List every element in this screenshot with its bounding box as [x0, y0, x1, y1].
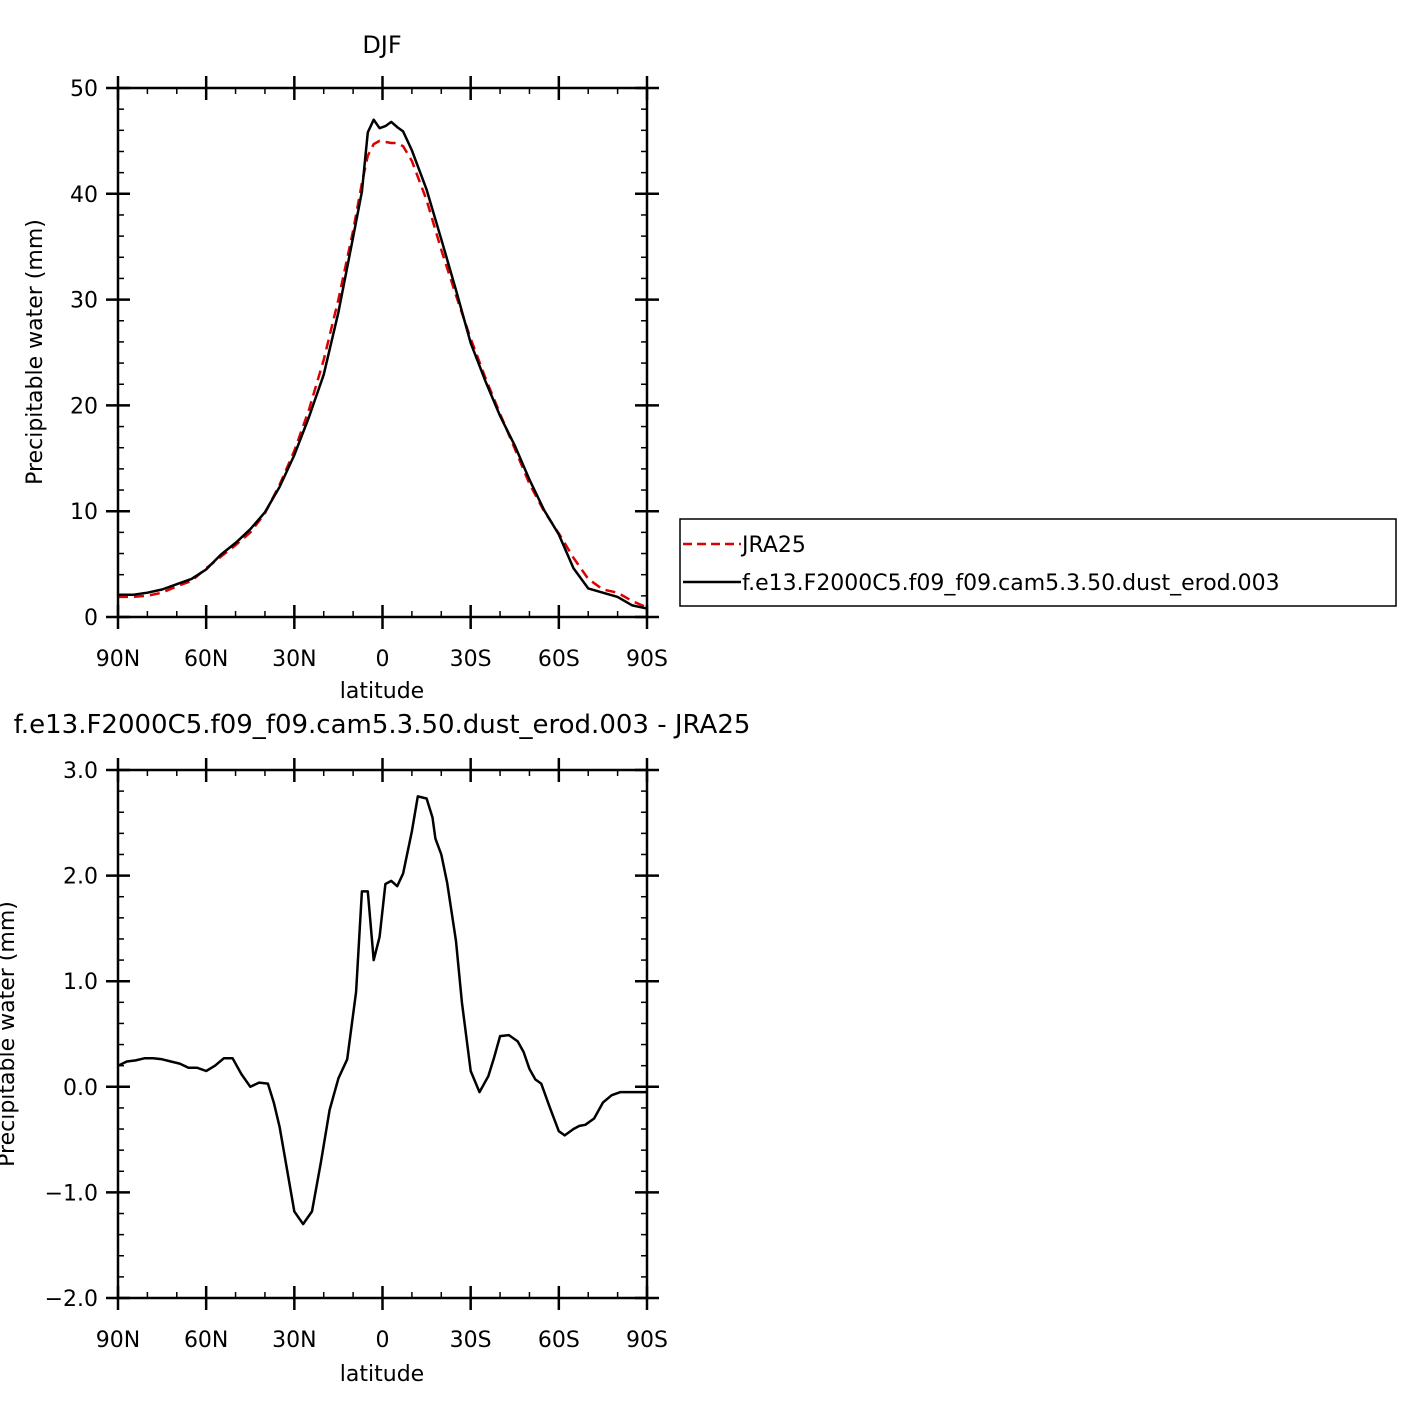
bottom-chart-y-axis-label: Precipitable water (mm) — [0, 901, 20, 1167]
top-chart-y-axis-label: Precipitable water (mm) — [23, 219, 48, 485]
bottom-chart-title: f.e13.F2000C5.f09_f09.cam5.3.50.dust_ero… — [14, 710, 751, 740]
x-tick-label: 90S — [626, 1328, 668, 1353]
x-tick-label: 30S — [450, 647, 492, 672]
y-tick-label: 0.0 — [63, 1076, 98, 1101]
x-tick-label: 30S — [450, 1328, 492, 1353]
top-chart-x-axis-label: latitude — [340, 679, 424, 704]
top-chart: DJF Precipitable water (mm) 90N 60N 30N 0 30… — [23, 31, 668, 704]
y-tick-label: 3.0 — [63, 759, 98, 784]
bottom-chart-x-axis-label: latitude — [340, 1362, 424, 1387]
x-tick-label: 30N — [272, 1328, 316, 1353]
y-tick-label: 10 — [70, 500, 98, 525]
y-tick-label: 40 — [70, 183, 98, 208]
bottom-chart: f.e13.F2000C5.f09_f09.cam5.3.50.dust_ero… — [0, 710, 750, 1387]
x-tick-label: 60S — [538, 647, 580, 672]
y-tick-label: −1.0 — [45, 1181, 98, 1206]
y-tick-label: 1.0 — [63, 970, 98, 995]
x-tick-label: 0 — [376, 647, 390, 672]
y-tick-label: 0 — [84, 606, 98, 631]
x-tick-label: 0 — [376, 1328, 390, 1353]
bottom-chart-frame — [116, 768, 649, 1300]
series-line-1-0 — [118, 795, 647, 1226]
bottom-chart-lines — [118, 795, 647, 1226]
y-tick-label: −2.0 — [45, 1287, 98, 1312]
series-line-0-1 — [118, 118, 647, 610]
legend-label-jra25: JRA25 — [740, 533, 806, 558]
top-chart-ticks: 90N 60N 30N 0 30S 60S 90S 0 10 20 30 40 50 — [70, 76, 668, 672]
y-tick-label: 50 — [70, 77, 98, 102]
series-line-0-0 — [118, 139, 647, 609]
top-chart-frame — [116, 86, 649, 619]
legend-box — [679, 518, 1397, 607]
legend: JRA25 f.e13.F2000C5.f09_f09.cam5.3.50.du… — [679, 518, 1397, 607]
x-tick-label: 30N — [272, 647, 316, 672]
x-tick-label: 60S — [538, 1328, 580, 1353]
bottom-chart-ticks: 90N 60N 30N 0 30S 60S 90S −2.0 −1.0 0.0 1.0 2.0 3.0 — [45, 758, 668, 1353]
x-tick-label: 90N — [96, 1328, 140, 1353]
top-chart-title: DJF — [362, 31, 401, 59]
top-chart-lines — [118, 118, 647, 610]
y-tick-label: 2.0 — [63, 865, 98, 890]
x-tick-label: 60N — [184, 647, 228, 672]
x-tick-label: 60N — [184, 1328, 228, 1353]
y-tick-label: 20 — [70, 394, 98, 419]
legend-label-model: f.e13.F2000C5.f09_f09.cam5.3.50.dust_ero… — [742, 571, 1280, 596]
x-tick-label: 90S — [626, 647, 668, 672]
y-tick-label: 30 — [70, 289, 98, 314]
x-tick-label: 90N — [96, 647, 140, 672]
